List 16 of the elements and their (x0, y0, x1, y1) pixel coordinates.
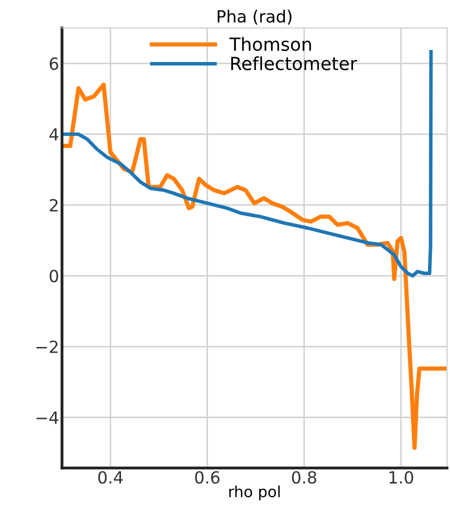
line-series (62, 50, 433, 278)
y-tick-label: 4 (49, 128, 58, 141)
y-tick-label: 0 (50, 270, 58, 282)
y-tick-label: 2 (50, 198, 58, 212)
x-tick-label: 0.8 (292, 471, 316, 484)
line-series (62, 82, 447, 450)
x-tick-label: 1.0 (390, 471, 414, 484)
y-tick-label: −4 (36, 412, 58, 424)
legend-label: Reflectometer (231, 56, 358, 70)
legend-label: Thomson (229, 37, 311, 52)
x-axis-title: rho pol (229, 486, 280, 500)
x-tick-label: 0.6 (195, 471, 220, 484)
x-tick-label: 0.4 (98, 471, 123, 484)
y-tick-label: 6 (50, 57, 58, 70)
y-tick-label: −2 (36, 340, 58, 353)
chart-title: Pha (rad) (218, 10, 292, 25)
